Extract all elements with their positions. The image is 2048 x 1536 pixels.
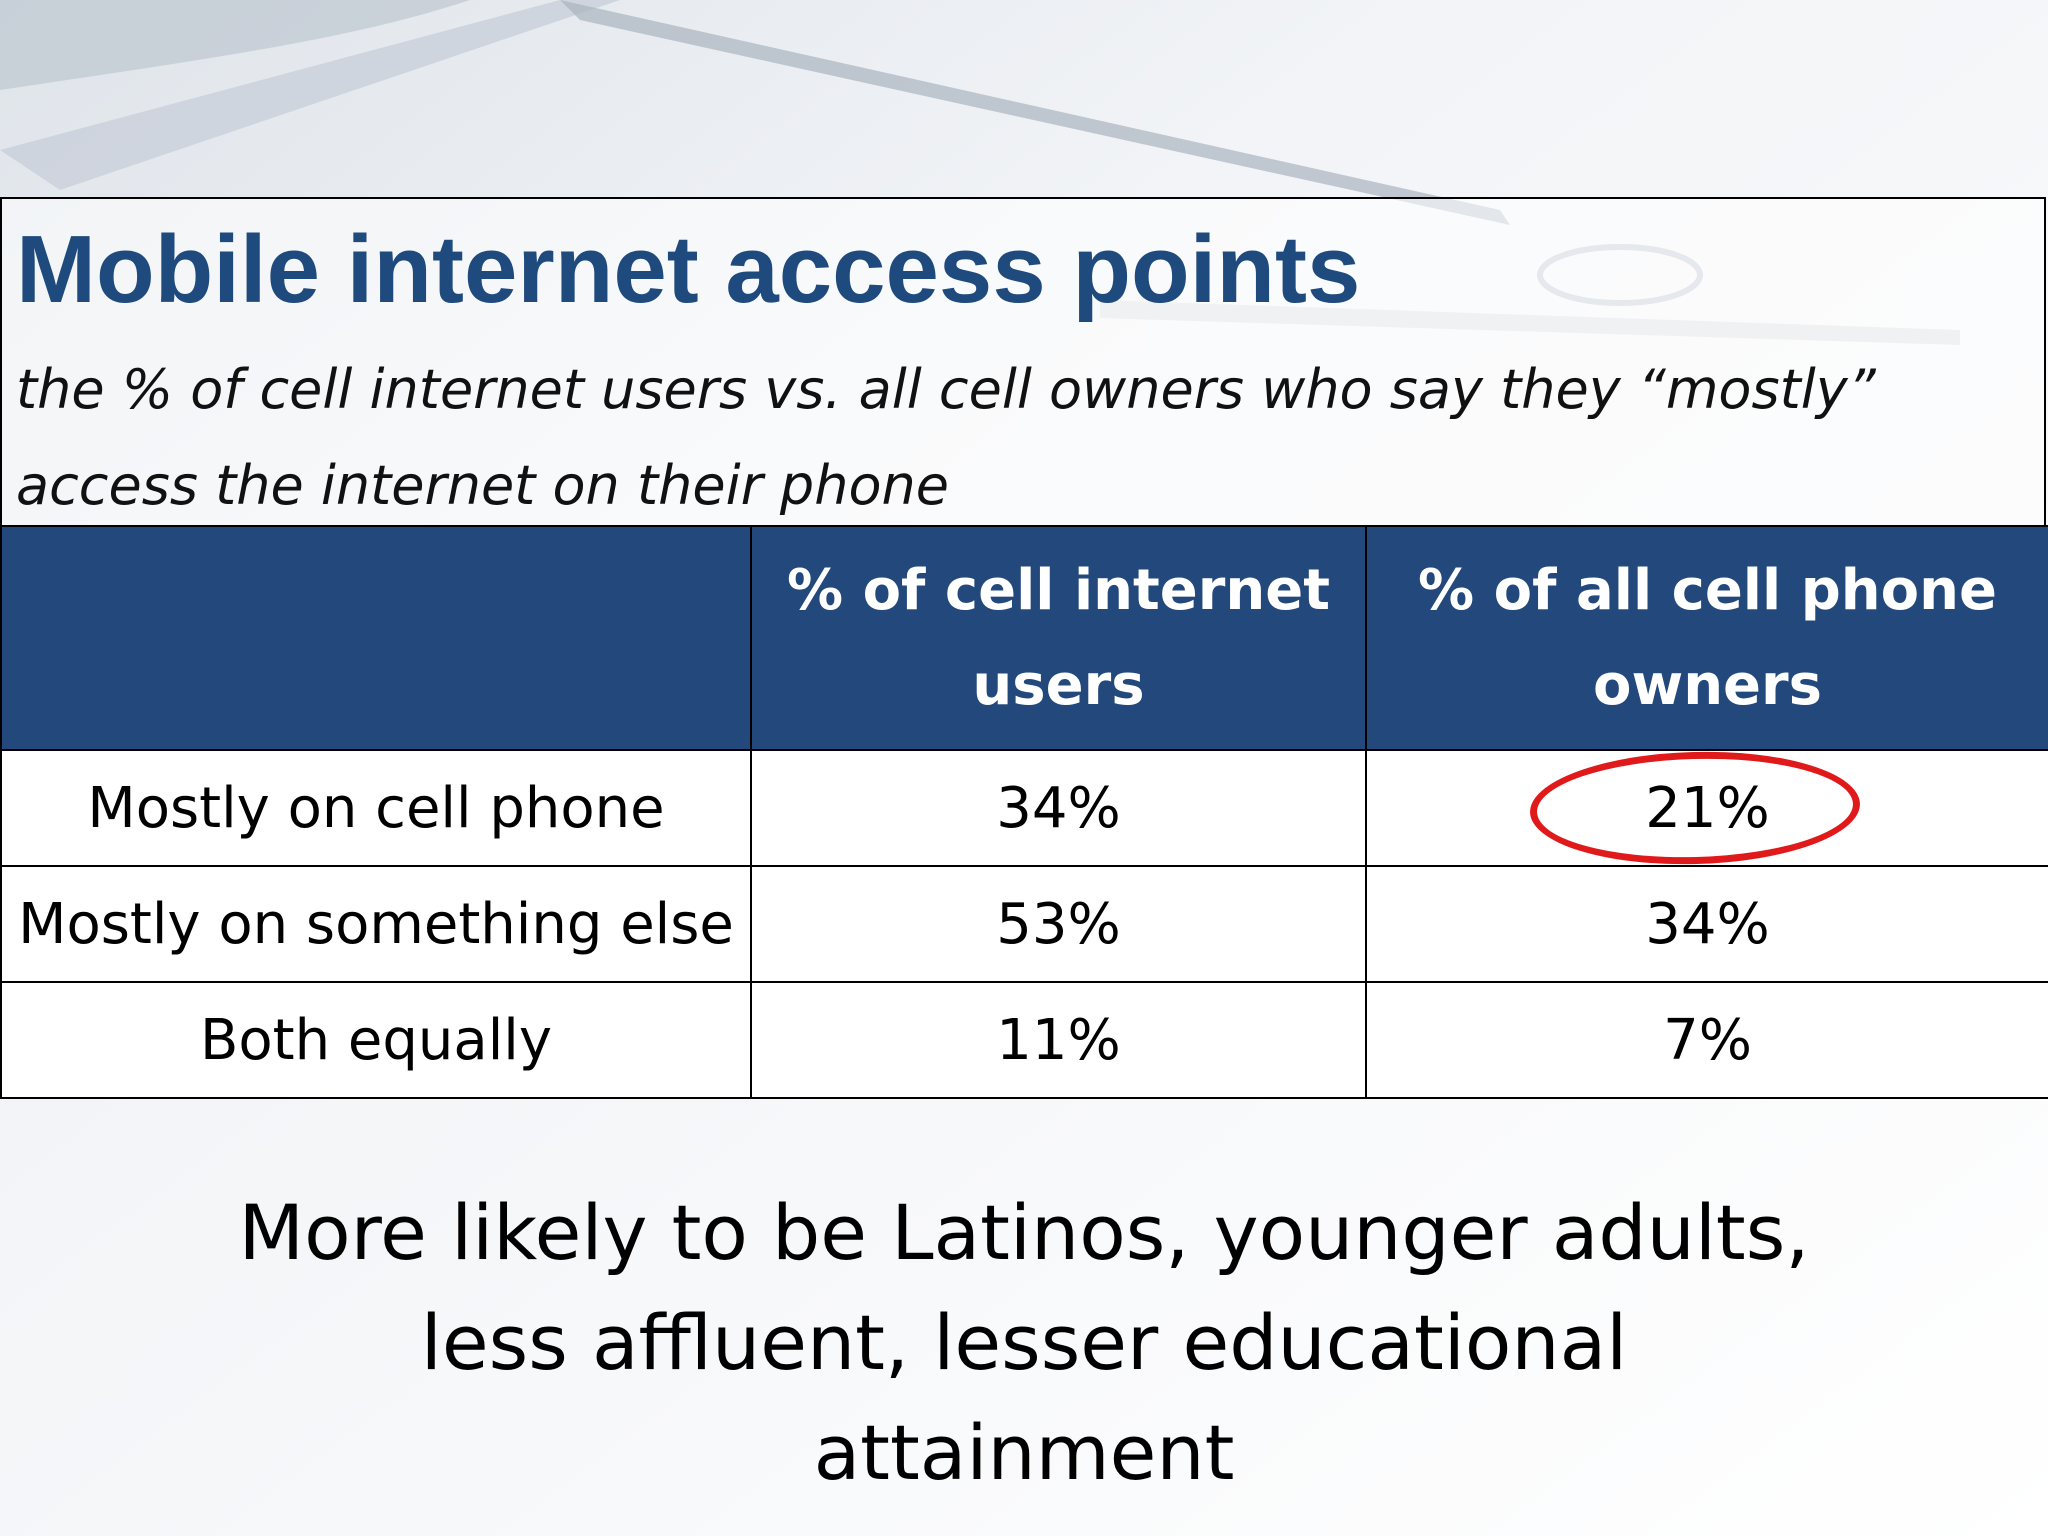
value-cell-internet-users: 53% — [750, 865, 1367, 983]
summary-note: More likely to be Latinos, younger adult… — [238, 1188, 1810, 1497]
value-all-cell-owners: 7% — [1365, 981, 2048, 1099]
table-row: Both equally 11% 7% — [0, 981, 2048, 1099]
value-cell-internet-users: 11% — [750, 981, 1367, 1099]
header-cell-internet-users: % of cell internet users — [750, 525, 1367, 751]
value-cell-internet-users: 34% — [750, 749, 1367, 867]
table-row: Mostly on something else 53% 34% — [0, 865, 2048, 983]
page-subtitle: the % of cell internet users vs. all cel… — [16, 358, 1876, 517]
header-label-column — [0, 525, 752, 751]
access-points-table: % of cell internet users % of all cell p… — [0, 525, 2048, 1099]
value-all-cell-owners: 21% — [1365, 749, 2048, 867]
row-label: Mostly on cell phone — [0, 749, 752, 867]
page-title: Mobile internet access points — [16, 216, 1361, 323]
table-header-row: % of cell internet users % of all cell p… — [0, 525, 2048, 751]
title-panel — [0, 197, 2046, 526]
row-label: Both equally — [0, 981, 752, 1099]
value-all-cell-owners: 34% — [1365, 865, 2048, 983]
header-all-cell-owners: % of all cell phone owners — [1365, 525, 2048, 751]
table-row: Mostly on cell phone 34% 21% — [0, 749, 2048, 867]
row-label: Mostly on something else — [0, 865, 752, 983]
